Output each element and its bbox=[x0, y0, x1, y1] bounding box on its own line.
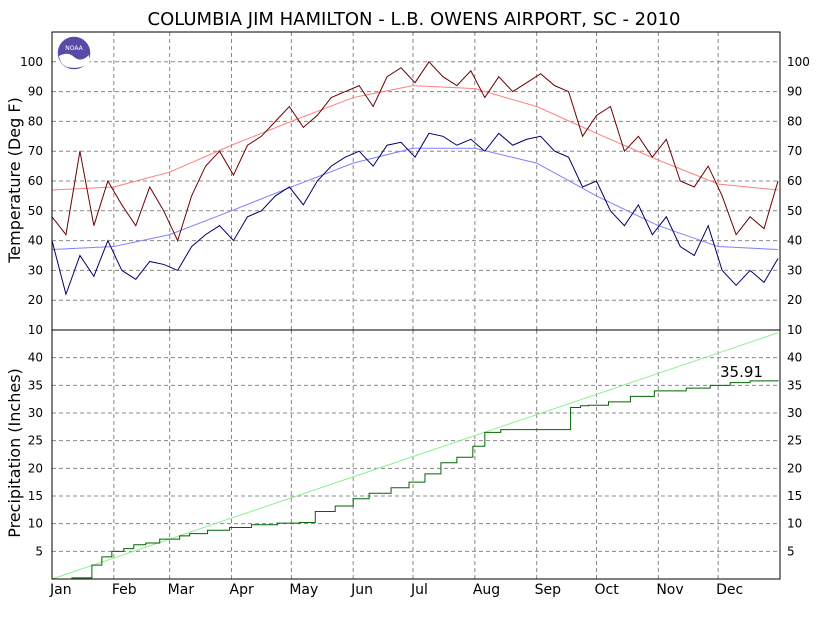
temp-tick-right: 70 bbox=[787, 144, 802, 158]
chart-title: COLUMBIA JIM HAMILTON - L.B. OWENS AIRPO… bbox=[148, 9, 681, 30]
series-min-temp bbox=[51, 132, 779, 296]
month-label: Oct bbox=[595, 582, 620, 598]
temp-axis-label: Temperature (Deg F) bbox=[5, 97, 24, 264]
precip-series bbox=[51, 332, 779, 580]
series-precip bbox=[52, 380, 779, 580]
precip-tick-left: 35 bbox=[28, 378, 43, 392]
month-label: Sep bbox=[535, 582, 562, 598]
temp-tick-left: 40 bbox=[28, 234, 43, 248]
precip-tick-right: 5 bbox=[787, 544, 795, 558]
precip-left-ticks: 5 10 15 20 25 30 35 40 bbox=[28, 351, 43, 559]
precip-tick-left: 15 bbox=[28, 489, 43, 503]
month-label: Aug bbox=[473, 582, 500, 598]
series-normal-max bbox=[51, 85, 779, 191]
precip-tick-right: 20 bbox=[787, 461, 802, 475]
precip-axis-label: Precipitation (Inches) bbox=[5, 368, 24, 538]
temp-left-ticks: 10 20 30 40 50 60 70 80 90 100 bbox=[20, 55, 43, 337]
temp-tick-left: 10 bbox=[28, 323, 43, 337]
precip-total-annotation: 35.91 bbox=[720, 363, 763, 381]
temp-grid bbox=[52, 32, 780, 330]
temp-tick-left: 80 bbox=[28, 114, 43, 128]
precip-right-ticks: 5 10 15 20 25 30 35 40 bbox=[787, 351, 802, 559]
temp-tick-left: 60 bbox=[28, 174, 43, 188]
temp-tick-right: 100 bbox=[787, 55, 810, 69]
month-label: May bbox=[289, 582, 318, 598]
month-label: Jun bbox=[350, 582, 373, 598]
temp-right-ticks: 10 20 30 40 50 60 70 80 90 100 bbox=[787, 55, 810, 337]
temp-tick-left: 50 bbox=[28, 204, 43, 218]
precip-tick-left: 20 bbox=[28, 461, 43, 475]
temp-tick-left: 70 bbox=[28, 144, 43, 158]
month-label: Feb bbox=[112, 582, 137, 598]
series-normal-min bbox=[51, 147, 779, 251]
temp-tick-right: 90 bbox=[787, 85, 802, 99]
precip-tick-right: 35 bbox=[787, 378, 802, 392]
precip-tick-left: 5 bbox=[35, 544, 43, 558]
precip-grid bbox=[52, 330, 780, 579]
temp-tick-left: 20 bbox=[28, 293, 43, 307]
precip-tick-left: 30 bbox=[28, 406, 43, 420]
temp-series bbox=[51, 60, 779, 296]
month-label: Dec bbox=[716, 582, 743, 598]
noaa-logo-icon: NOAA bbox=[56, 35, 92, 71]
plot-frame bbox=[51, 31, 781, 580]
temp-tick-right: 60 bbox=[787, 174, 802, 188]
month-label: Apr bbox=[230, 582, 254, 598]
series-max-temp bbox=[51, 60, 779, 242]
temp-tick-right: 10 bbox=[787, 323, 802, 337]
precip-tick-right: 40 bbox=[787, 351, 802, 365]
precip-tick-left: 10 bbox=[28, 517, 43, 531]
precip-tick-right: 10 bbox=[787, 517, 802, 531]
temp-tick-left: 100 bbox=[20, 55, 43, 69]
temp-tick-right: 20 bbox=[787, 293, 802, 307]
precip-tick-right: 15 bbox=[787, 489, 802, 503]
month-label: Mar bbox=[168, 582, 195, 598]
month-label: Jul bbox=[410, 582, 428, 598]
noaa-logo-text: NOAA bbox=[65, 45, 83, 52]
month-labels: Jan Feb Mar Apr May Jun Jul Aug Sep Oct Nov Dec bbox=[49, 582, 743, 598]
temp-tick-right: 50 bbox=[787, 204, 802, 218]
temp-tick-left: 90 bbox=[28, 85, 43, 99]
precip-tick-right: 30 bbox=[787, 406, 802, 420]
series-normal-precip bbox=[51, 332, 779, 580]
temp-tick-left: 30 bbox=[28, 263, 43, 277]
temp-tick-right: 30 bbox=[787, 263, 802, 277]
temp-tick-right: 80 bbox=[787, 114, 802, 128]
temp-tick-right: 40 bbox=[787, 234, 802, 248]
precip-tick-right: 25 bbox=[787, 434, 802, 448]
precip-tick-left: 25 bbox=[28, 434, 43, 448]
precip-tick-left: 40 bbox=[28, 351, 43, 365]
month-label: Jan bbox=[49, 582, 72, 598]
month-label: Nov bbox=[656, 582, 683, 598]
